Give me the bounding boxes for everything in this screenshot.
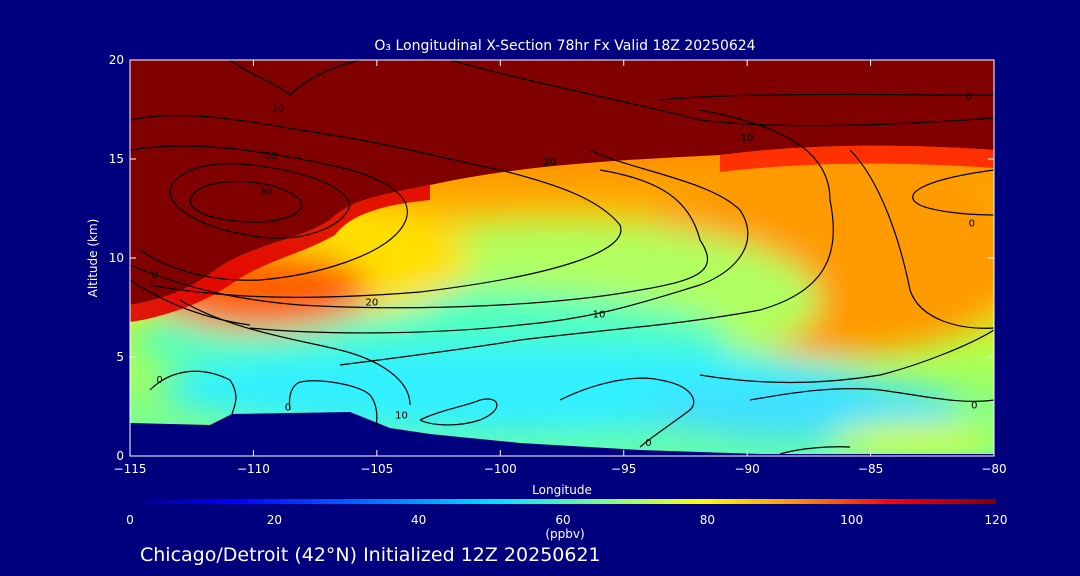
- colorbar-tick-label: 0: [126, 513, 134, 527]
- y-tick-label: 15: [109, 152, 124, 166]
- contour-label: 0: [969, 218, 975, 229]
- contour-label: 10: [395, 410, 408, 421]
- x-tick-label: −80: [981, 462, 1006, 476]
- x-tick-label: −85: [858, 462, 883, 476]
- terrain-mask: [130, 412, 994, 456]
- contour-label: 0: [971, 401, 977, 412]
- x-axis: −115 −110 −105 −100 −95 −90 −85 −80: [114, 60, 1007, 476]
- colorbar-tick-label: 40: [411, 513, 426, 527]
- contour-label: 0: [645, 438, 651, 449]
- y-tick-label: 0: [116, 449, 124, 463]
- colorbar-tick-label: 100: [840, 513, 863, 527]
- contour-label: 0: [966, 92, 972, 103]
- contour-lines: [130, 60, 994, 455]
- x-tick-label: −115: [114, 462, 147, 476]
- x-tick-label: −105: [360, 462, 393, 476]
- y-tick-label: 5: [116, 350, 124, 364]
- colorbar-tick-label: 80: [700, 513, 715, 527]
- ozone-field: [130, 60, 994, 456]
- contour-label: 30: [259, 187, 272, 198]
- colorbar-tick-label: 60: [555, 513, 570, 527]
- x-tick-label: −110: [237, 462, 270, 476]
- x-tick-label: −95: [611, 462, 636, 476]
- footer-caption: Chicago/Detroit (42°N) Initialized 12Z 2…: [140, 544, 601, 566]
- contour-label: 10: [741, 133, 754, 144]
- y-tick-label: 20: [109, 53, 124, 67]
- y-axis-label: Altitude (km): [86, 219, 100, 298]
- contour-label: 0: [285, 403, 291, 414]
- contour-label: 20: [366, 298, 379, 309]
- y-tick-label: 10: [109, 251, 124, 265]
- contour-label: 20: [543, 157, 556, 168]
- colorbar-ticks: 0 20 40 60 80 100 120: [126, 513, 1007, 527]
- contour-label: 0: [151, 270, 157, 281]
- x-axis-label: Longitude: [532, 483, 592, 497]
- colorbar: [130, 499, 996, 504]
- y-axis: 0 5 10 15 20: [109, 53, 994, 463]
- x-tick-label: −100: [484, 462, 517, 476]
- contour-label-layer: 10 20 30 20 10 0 0 0 20 10 0 0 10 0 0: [151, 92, 977, 450]
- contour-label: 0: [156, 375, 162, 386]
- contour-label: 10: [593, 309, 606, 320]
- contour-label: 20: [264, 151, 277, 162]
- colorbar-unit-label: (ppbv): [545, 527, 584, 541]
- contour-label: 10: [272, 104, 285, 115]
- colorbar-tick-label: 120: [985, 513, 1008, 527]
- x-tick-label: −90: [734, 462, 759, 476]
- chart-title: O₃ Longitudinal X-Section 78hr Fx Valid …: [374, 38, 755, 54]
- colorbar-tick-label: 20: [267, 513, 282, 527]
